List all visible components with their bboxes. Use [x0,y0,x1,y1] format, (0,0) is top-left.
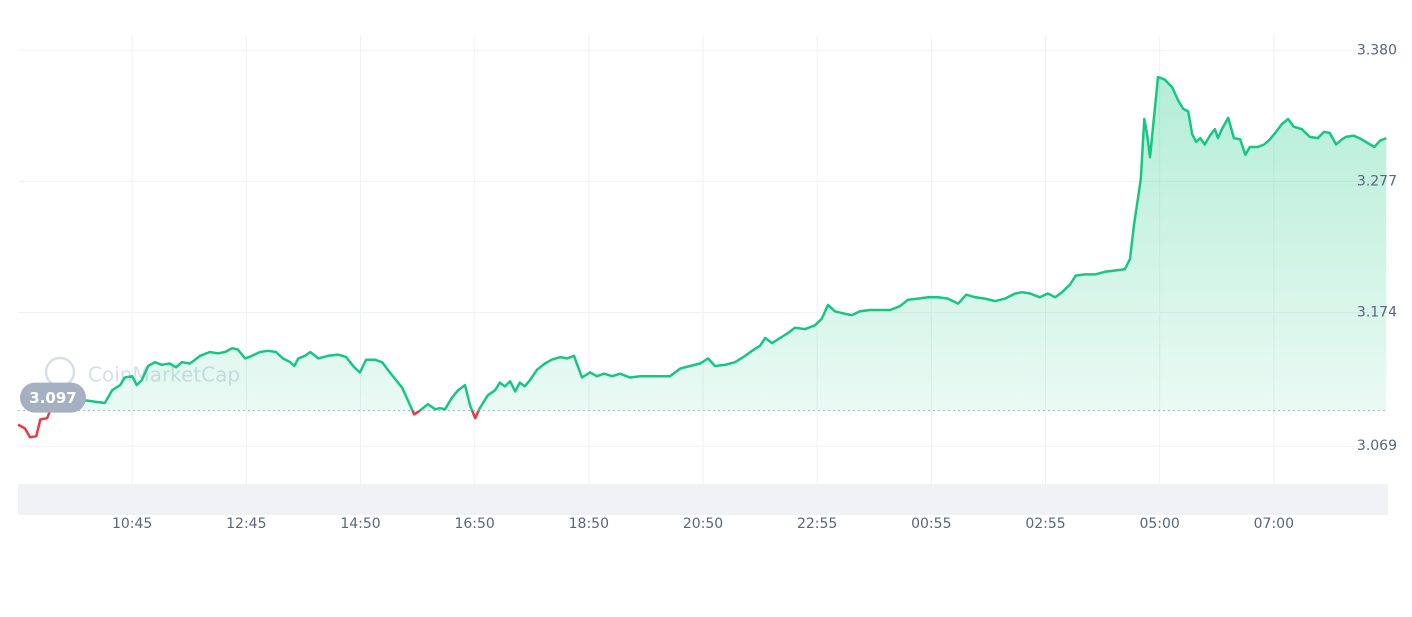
x-tick-label: 10:45 [112,516,152,532]
labels: 3.069 3.174 3.277 3.380 10:45 12:45 14:50 16:50… [20,42,1397,532]
watermark-logo [44,356,76,388]
x-tick-label: 16:50 [454,516,494,532]
price-line-up [48,75,1387,411]
x-tick-label: 00:55 [911,516,951,532]
baseline-pill [20,382,86,413]
x-tick-label: 14:50 [340,516,380,532]
baseline-label: 3.097 [29,389,76,407]
x-tick-label: 07:00 [1254,516,1294,532]
x-tick-label: 20:50 [683,516,723,532]
x-tick-label: 22:55 [797,516,837,532]
x-tick-label: 18:50 [569,516,609,532]
plot [17,75,1388,439]
y-tick-label: 3.069 [1357,438,1397,454]
price-area [50,77,1387,411]
x-tick-label: 12:45 [226,516,266,532]
x-tick-label: 02:55 [1025,516,1065,532]
y-tick-label: 3.174 [1357,305,1397,321]
y-tick-label: 3.277 [1357,173,1397,189]
y-tick-label: 3.380 [1357,42,1397,58]
x-tick-label: 05:00 [1139,516,1179,532]
